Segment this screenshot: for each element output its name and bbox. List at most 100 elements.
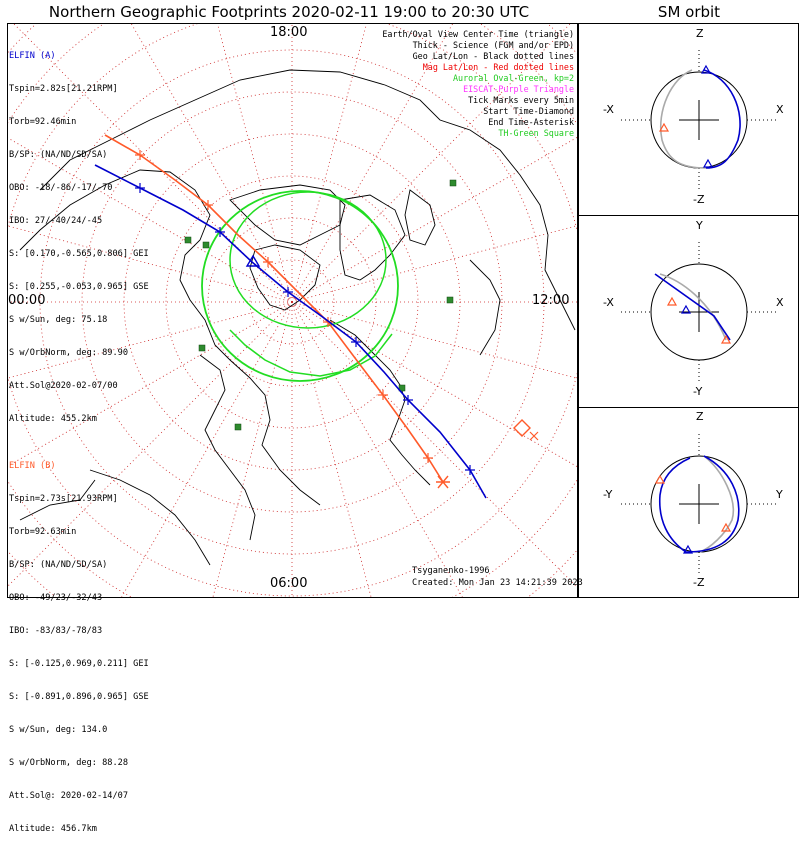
elfin-b-line: S: [-0.125,0.969,0.211] GEI bbox=[9, 659, 149, 669]
elfin-b-info: ELFIN (B) Tspin=2.73s[21.93RPM] Torb=92.… bbox=[9, 439, 149, 846]
th-stations bbox=[184, 179, 457, 431]
sm2-left-label: -X bbox=[603, 296, 614, 309]
elfin-b-line: IBO: -83/83/-78/83 bbox=[9, 626, 103, 636]
elfin-a-track bbox=[94, 164, 487, 499]
elfin-b-line: S w/Sun, deg: 134.0 bbox=[9, 725, 108, 735]
sm3-top-label: Z bbox=[696, 410, 704, 423]
sm3-left-label: -Y bbox=[603, 488, 613, 501]
elfin-a-line: S w/Sun, deg: 75.18 bbox=[9, 315, 108, 325]
th-station-square bbox=[449, 179, 457, 187]
sm-orbit-gray bbox=[660, 69, 707, 169]
auroral-oval bbox=[201, 190, 399, 382]
elfin-b-name: ELFIN (B) bbox=[9, 461, 56, 471]
elfin-b-track-tick bbox=[423, 453, 433, 463]
model-credit: Tsyganenko-1996 bbox=[412, 566, 490, 576]
coastline bbox=[339, 194, 406, 281]
legend-entry: EISCAT-Purple Triangle bbox=[463, 84, 574, 94]
sm-orbit-triangle bbox=[720, 334, 732, 344]
center-time-triangle bbox=[245, 254, 261, 267]
sm-orbit-title: SM orbit bbox=[657, 3, 721, 21]
legend-entry: Earth/Oval View Center Time (triangle) bbox=[382, 29, 574, 39]
legend-entry: TH-Green Square bbox=[498, 128, 574, 138]
sm-orbit-triangle bbox=[658, 122, 670, 132]
elfin-a-track-tick bbox=[403, 395, 413, 405]
mag-lon-line bbox=[131, 24, 293, 303]
coastline bbox=[404, 189, 436, 246]
elfin-b-track-tick bbox=[323, 317, 333, 327]
elfin-a-line: Att.Sol@2020-02-07/00 bbox=[9, 381, 118, 391]
elfin-a-track-tick bbox=[465, 465, 475, 475]
coastline bbox=[89, 469, 211, 566]
sm1-right-label: X bbox=[776, 103, 784, 116]
sm-orbit-blue bbox=[654, 273, 731, 341]
elfin-a-track-tick bbox=[135, 183, 145, 193]
elfin-a-track-line bbox=[94, 164, 487, 499]
legend-entry: Geo Lat/Lon - Black dotted lines bbox=[412, 51, 574, 61]
mag-lon-line bbox=[212, 301, 293, 597]
coastlines bbox=[19, 69, 576, 566]
mag-lon-line bbox=[291, 301, 577, 468]
plot-title: Northern Geographic Footprints 2020-02-1… bbox=[48, 3, 530, 21]
elfin-a-name: ELFIN (A) bbox=[9, 51, 56, 61]
end-asterisk bbox=[436, 475, 450, 489]
mag-lon-line bbox=[291, 301, 577, 379]
sm-orbit-triangle bbox=[666, 296, 678, 306]
elfin-a-line: S: [0.170,-0.565,0.806] GEI bbox=[9, 249, 149, 259]
coastline bbox=[469, 259, 501, 356]
elfin-b-track-tick bbox=[135, 150, 145, 160]
legend-entry: Thick - Science (FGM and/or EPD) bbox=[412, 40, 574, 50]
elfin-a-line: OBO: -18/-86/-17/-70 bbox=[9, 183, 113, 193]
th-station-square bbox=[398, 384, 406, 392]
sm-orbit-triangle bbox=[702, 158, 714, 168]
sm2-right-label: X bbox=[776, 296, 784, 309]
elfin-b-line: S: [-0.891,0.896,0.965] GSE bbox=[9, 692, 149, 702]
elfin-a-track-tick bbox=[351, 337, 361, 347]
elfin-b-end-asterisk bbox=[529, 431, 539, 441]
elfin-b-track bbox=[104, 134, 444, 483]
elfin-a-info: ELFIN (A) Tspin=2.82s[21.21RPM] Torb=92.… bbox=[9, 29, 149, 436]
mag-lon-line bbox=[8, 225, 293, 303]
elfin-b-line: B/SP: (NA/ND/SD/SA) bbox=[9, 560, 108, 570]
sm-orbit-blue bbox=[658, 455, 740, 553]
legend-entry: Tick Marks every 5min bbox=[468, 95, 574, 105]
legend-entry: Auroral Oval-Green, kp=2 bbox=[452, 73, 574, 83]
elfin-b-line: Torb=92.63min bbox=[9, 527, 77, 537]
coastline bbox=[39, 69, 576, 331]
legend-entry: Mag Lat/Lon - Red dotted lines bbox=[422, 62, 574, 72]
elfin-a-track-tick bbox=[215, 227, 225, 237]
sm1-bottom-label: -Z bbox=[693, 193, 705, 206]
elfin-b-line: S w/OrbNorm, deg: 88.28 bbox=[9, 758, 128, 768]
sm-orbit-blue bbox=[703, 69, 741, 169]
sm-orbit-triangle bbox=[654, 474, 666, 484]
mag-lon-line bbox=[291, 24, 453, 303]
time-label-top: 18:00 bbox=[270, 25, 308, 40]
mag-lon-line bbox=[217, 24, 293, 303]
sm2-bottom-label: -Y bbox=[693, 385, 703, 398]
sm-orbit-triangle bbox=[720, 522, 732, 532]
figure-canvas bbox=[7, 23, 799, 598]
sm-orbit-gray bbox=[659, 273, 727, 341]
mag-lat-circle bbox=[249, 259, 335, 345]
mag-lon-line bbox=[291, 24, 367, 303]
mag-lat-circle bbox=[165, 175, 419, 429]
elfin-b-track-tick bbox=[263, 257, 273, 267]
elfin-b-track-tick bbox=[203, 200, 213, 210]
elfin-a-line: B/SP: (NA/ND/SD/SA) bbox=[9, 150, 108, 160]
th-station-square bbox=[198, 344, 206, 352]
oval-inner bbox=[229, 191, 387, 329]
elfin-b-track-line bbox=[104, 134, 444, 483]
mag-lat-circle bbox=[81, 91, 503, 513]
elfin-a-line: S: [0.255,-0.053,0.965] GSE bbox=[9, 282, 149, 292]
sm-orbit-triangle bbox=[682, 544, 694, 554]
th-station-square bbox=[446, 296, 454, 304]
coastline bbox=[19, 169, 321, 506]
legend-entry: End Time-Asterisk bbox=[488, 117, 574, 127]
sm2-top-label: Y bbox=[696, 219, 703, 232]
elfin-b-track-tick bbox=[378, 390, 388, 400]
elfin-a-track-tick bbox=[283, 287, 293, 297]
elfin-b-line: OBO: -49/23/-32/43 bbox=[9, 593, 103, 603]
created-timestamp: Created: Mon Jan 23 14:21:39 2023 bbox=[412, 578, 583, 588]
map-frame bbox=[7, 23, 578, 598]
mag-lon-line bbox=[291, 301, 372, 597]
time-label-left: 00:00 bbox=[8, 293, 46, 308]
